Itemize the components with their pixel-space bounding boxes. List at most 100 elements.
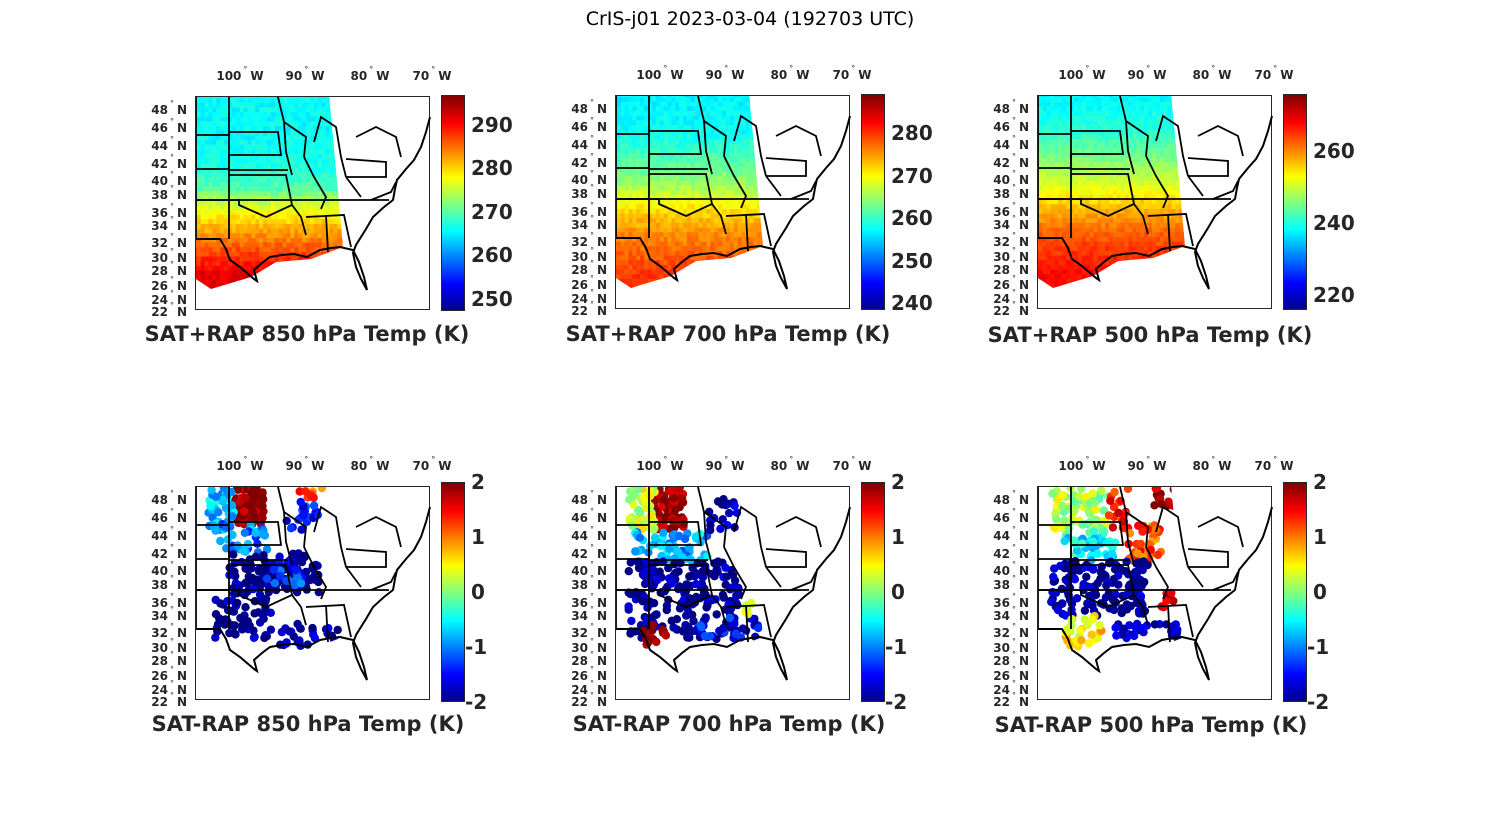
data-cell <box>761 125 763 131</box>
data-cell <box>737 223 743 229</box>
data-cell <box>278 233 284 239</box>
data-cell <box>263 196 268 202</box>
data-cell <box>259 242 264 248</box>
data-cell <box>1167 209 1172 215</box>
data-cell <box>714 227 719 233</box>
data-cell <box>706 129 711 135</box>
data-cell <box>1085 148 1091 154</box>
data-cell <box>317 214 323 220</box>
data-cell <box>640 269 645 275</box>
data-cell <box>306 275 311 281</box>
data-cell <box>729 153 735 159</box>
data-cell <box>749 199 754 205</box>
data-cell <box>1187 148 1192 153</box>
data-cell <box>714 204 719 210</box>
data-cell <box>1054 171 1059 177</box>
data-cell <box>745 143 750 149</box>
data-cell <box>1159 97 1165 103</box>
data-cell <box>251 196 256 202</box>
data-cell <box>1073 204 1079 210</box>
data-cell <box>1093 143 1098 149</box>
data-cell <box>263 275 268 281</box>
data-cell <box>325 205 330 211</box>
data-cell <box>1155 96 1161 98</box>
data-cell <box>1128 153 1133 159</box>
data-cell <box>235 135 241 141</box>
data-cell <box>345 275 350 280</box>
data-cell <box>196 102 202 108</box>
data-cell <box>651 106 657 112</box>
data-cell <box>294 275 299 281</box>
data-cell <box>683 204 688 210</box>
data-cell <box>286 214 291 220</box>
data-cell <box>769 218 774 223</box>
data-cell <box>690 204 696 210</box>
data-cell <box>263 98 268 104</box>
data-cell <box>1070 115 1075 121</box>
data-cell <box>679 101 684 107</box>
data-cell <box>1081 125 1087 131</box>
data-cell <box>1073 195 1079 201</box>
lon-value: 70 <box>412 69 430 83</box>
data-cell <box>667 190 672 196</box>
data-cell <box>220 214 225 220</box>
data-cell <box>1167 111 1172 117</box>
data-cell <box>675 129 680 135</box>
data-cell <box>235 247 241 253</box>
data-cell <box>255 97 260 99</box>
data-cell <box>636 269 641 275</box>
data-cell <box>1132 139 1137 145</box>
data-cell <box>1120 101 1126 107</box>
data-cell <box>769 209 774 214</box>
data-cell <box>333 186 338 192</box>
data-cell <box>196 270 198 276</box>
data-cell <box>1175 139 1180 145</box>
data-cell <box>341 144 343 150</box>
data-cell <box>722 209 727 215</box>
data-cell <box>298 196 303 202</box>
data-cell <box>624 195 630 201</box>
data-cell <box>220 191 225 197</box>
data-cell <box>722 260 727 266</box>
data-cell <box>636 265 641 271</box>
data-cell <box>706 139 711 145</box>
data-cell <box>302 275 307 281</box>
data-cell <box>278 144 284 150</box>
data-cell <box>309 205 315 211</box>
data-cell <box>224 172 229 178</box>
data-cell <box>255 102 260 108</box>
data-cell <box>687 274 692 280</box>
data-cell <box>267 242 272 248</box>
data-cell <box>235 224 241 230</box>
data-cell <box>212 196 217 202</box>
data-cell <box>216 275 221 281</box>
data-cell <box>216 186 221 192</box>
data-cell <box>294 168 299 174</box>
data-cell <box>616 237 618 243</box>
lat-unit: N <box>176 279 187 293</box>
colorbar-tick-label: 290 <box>471 112 513 137</box>
data-cell <box>212 135 217 141</box>
data-cell <box>345 210 350 215</box>
data-cell <box>1155 195 1161 201</box>
data-cell <box>1187 120 1192 125</box>
data-cell <box>616 111 622 117</box>
data-cell <box>286 261 291 267</box>
data-cell <box>235 196 241 202</box>
data-cell <box>737 260 743 266</box>
data-cell <box>309 168 315 174</box>
data-cell <box>243 130 249 136</box>
data-cell <box>263 242 268 248</box>
data-cell <box>274 163 280 169</box>
data-cell <box>687 176 692 182</box>
data-cell <box>624 153 630 159</box>
data-cell <box>220 102 225 108</box>
data-cell <box>309 130 315 136</box>
data-cell <box>1073 199 1079 205</box>
data-cell <box>671 115 676 121</box>
data-cell <box>290 149 295 155</box>
data-cell <box>200 233 206 239</box>
data-cell <box>1058 162 1063 168</box>
data-cell <box>317 97 323 99</box>
data-cell <box>1144 139 1149 145</box>
